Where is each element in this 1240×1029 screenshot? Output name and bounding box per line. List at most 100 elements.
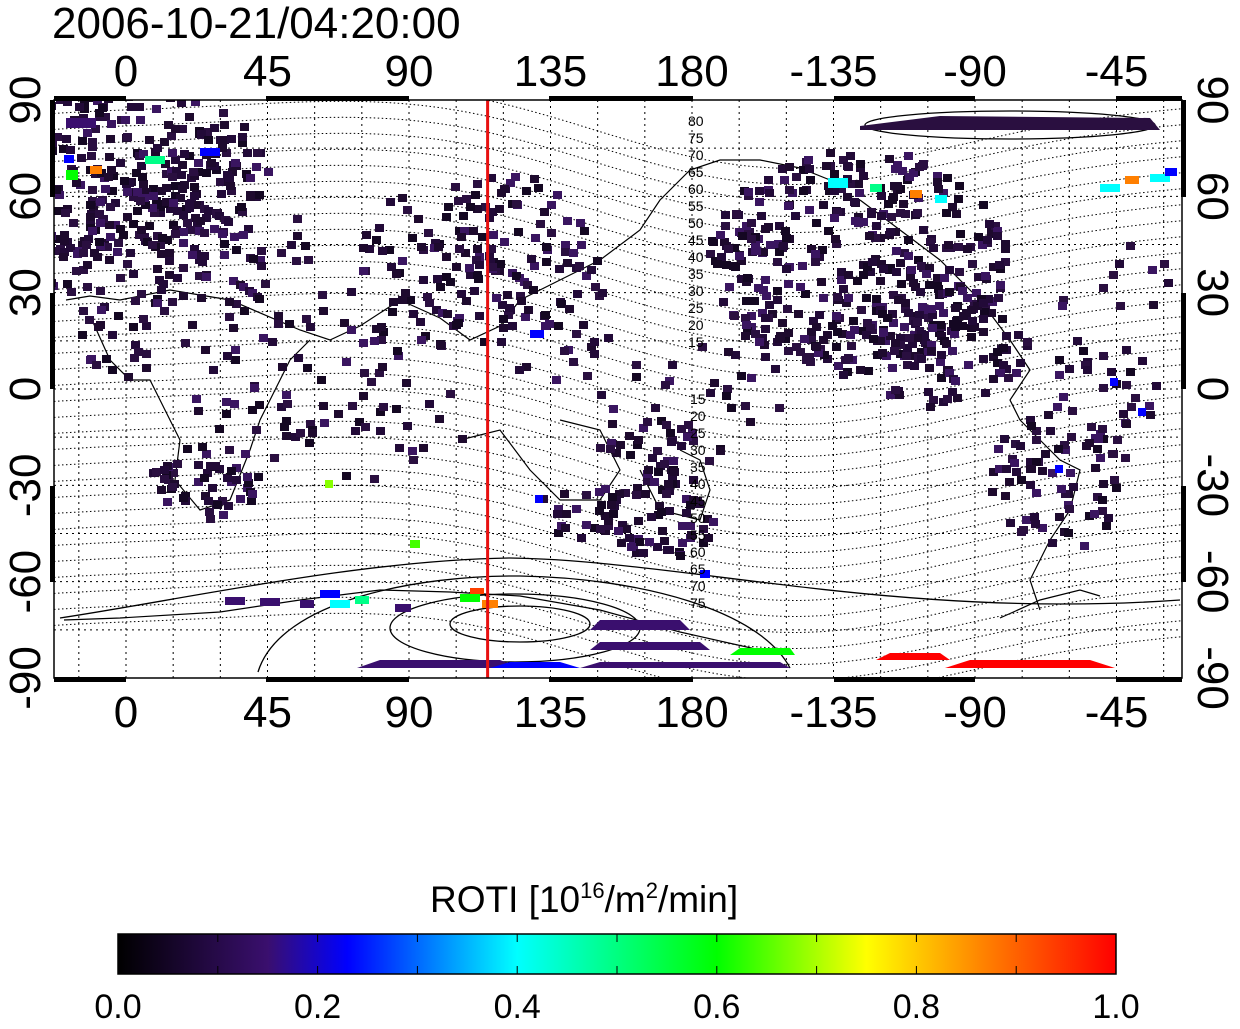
roti-cell	[1027, 422, 1036, 430]
roti-cell	[595, 507, 604, 515]
roti-cell	[111, 221, 120, 229]
roti-cell	[101, 113, 110, 121]
roti-cell	[232, 464, 241, 472]
roti-cell	[824, 227, 833, 235]
roti-cell	[833, 293, 842, 301]
roti-cell	[376, 408, 385, 416]
roti-cell	[162, 198, 171, 206]
roti-cell	[232, 476, 241, 484]
roti-cell	[198, 258, 207, 266]
roti-cell	[157, 286, 166, 294]
roti-cell	[662, 421, 671, 429]
roti-cell	[1125, 176, 1139, 184]
roti-cell	[830, 214, 839, 222]
roti-cell	[921, 339, 930, 347]
roti-cell	[817, 278, 826, 286]
roti-cell	[108, 331, 117, 339]
contour-label: 75	[690, 595, 706, 611]
coastline	[459, 419, 621, 501]
y-tick-right: 30	[1188, 268, 1237, 317]
roti-cell	[42, 255, 51, 263]
roti-cell	[444, 203, 453, 211]
roti-cell	[561, 248, 570, 256]
roti-cell	[205, 508, 214, 516]
roti-cell	[896, 209, 905, 217]
roti-cell	[687, 531, 696, 539]
roti-cell	[1055, 513, 1064, 521]
roti-cell	[1146, 411, 1155, 419]
roti-cell	[254, 473, 263, 481]
border-band	[1181, 486, 1186, 582]
roti-cell	[361, 423, 370, 431]
roti-cell	[780, 176, 789, 184]
roti-cell	[524, 306, 533, 314]
roti-cell	[1001, 240, 1010, 248]
roti-cell	[784, 329, 793, 337]
roti-cell	[554, 505, 563, 513]
roti-cell	[82, 241, 91, 249]
border-band	[834, 677, 975, 682]
roti-cell	[830, 187, 839, 195]
border-band	[1116, 677, 1182, 682]
roti-cell	[995, 261, 1004, 269]
roti-cell	[775, 404, 784, 412]
roti-cell	[163, 236, 172, 244]
roti-cell	[569, 358, 578, 366]
roti-cell	[388, 308, 397, 316]
roti-cell	[180, 150, 189, 158]
roti-cell	[165, 257, 174, 265]
roti-cell	[88, 138, 97, 146]
roti-cell	[247, 497, 256, 505]
roti-cell	[887, 213, 896, 221]
roti-cell	[425, 400, 434, 408]
roti-cell	[177, 171, 186, 179]
roti-cell	[1027, 465, 1036, 473]
roti-cell	[462, 195, 471, 203]
roti-cell	[876, 277, 885, 285]
roti-cell	[498, 301, 507, 309]
roti-cell	[667, 438, 676, 446]
roti-cell	[6, 162, 15, 170]
roti-cell	[910, 362, 919, 370]
roti-cell	[541, 311, 550, 319]
roti-cell	[689, 437, 698, 445]
roti-cell	[220, 240, 229, 248]
roti-cell	[225, 597, 245, 605]
roti-cell	[246, 174, 255, 182]
roti-cell	[1149, 301, 1158, 309]
roti-cell	[211, 462, 220, 470]
roti-cell	[1080, 542, 1089, 550]
contour-line	[54, 548, 1182, 634]
roti-cell	[700, 570, 710, 578]
roti-cell	[1017, 528, 1026, 536]
roti-cell	[954, 195, 963, 203]
roti-cell	[989, 263, 998, 271]
roti-cell	[398, 296, 407, 304]
roti-cell	[842, 299, 851, 307]
roti-cell	[1012, 468, 1021, 476]
roti-cell	[974, 273, 983, 281]
roti-cell	[781, 227, 790, 235]
roti-cell	[742, 297, 751, 305]
roti-cell	[325, 480, 333, 488]
roti-cell	[1005, 478, 1014, 486]
roti-cell	[188, 321, 197, 329]
roti-cell	[317, 376, 326, 384]
roti-cell	[238, 139, 247, 147]
contour-label: 30	[690, 442, 706, 458]
roti-cell	[883, 314, 892, 322]
roti-cell	[80, 101, 89, 109]
roti-cell	[1138, 357, 1147, 365]
roti-cell	[1012, 369, 1021, 377]
roti-cell	[647, 513, 656, 521]
roti-cell	[988, 488, 997, 496]
contour-label: 30	[688, 283, 704, 299]
roti-cell	[670, 468, 679, 476]
roti-cell	[822, 162, 831, 170]
roti-cell	[192, 201, 201, 209]
roti-cell	[492, 294, 501, 302]
roti-cell	[1119, 410, 1128, 418]
roti-cell	[206, 515, 215, 523]
roti-cell	[1016, 442, 1025, 450]
roti-cell	[79, 266, 88, 274]
